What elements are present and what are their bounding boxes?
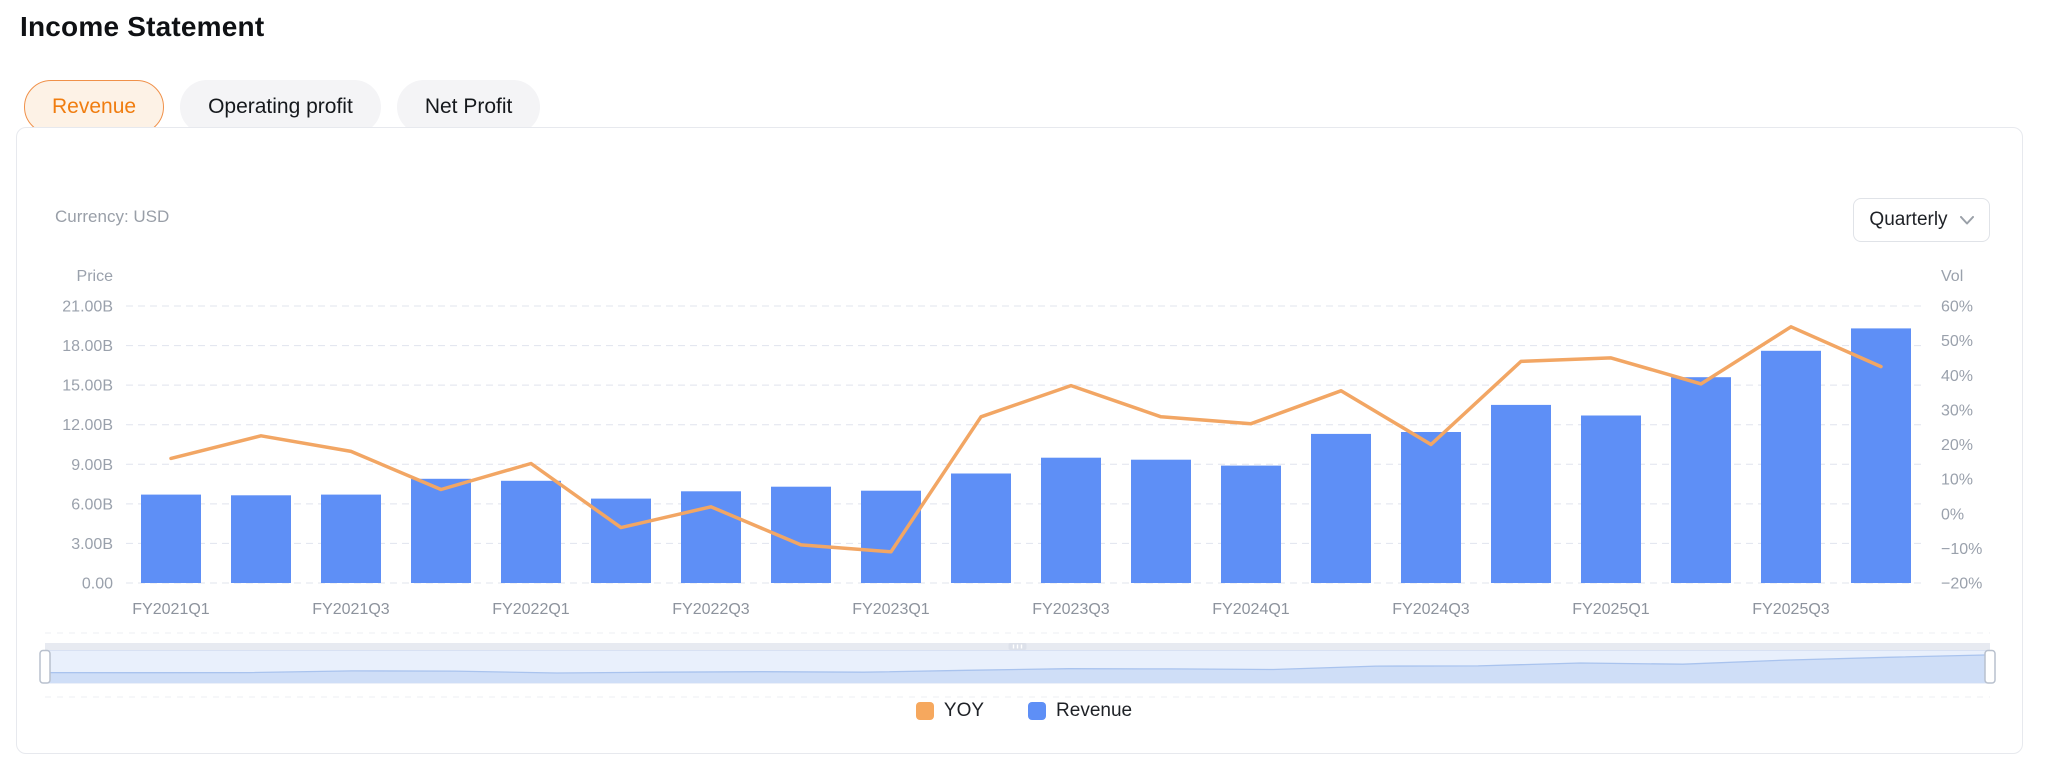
x-axis-label: FY2021Q1 bbox=[132, 601, 209, 618]
tab-revenue[interactable]: Revenue bbox=[24, 80, 165, 134]
x-axis-label: FY2022Q3 bbox=[672, 601, 749, 618]
legend-label: Revenue bbox=[1056, 700, 1133, 721]
revenue-bar-FY2021Q2[interactable] bbox=[231, 495, 291, 583]
x-axis-label: FY2025Q1 bbox=[1572, 601, 1649, 618]
revenue-bar-FY2021Q3[interactable] bbox=[321, 494, 381, 583]
y-axis-tick-right: 0% bbox=[1941, 506, 1964, 523]
y-axis-tick-right: 40% bbox=[1941, 368, 1973, 385]
legend-label: YOY bbox=[943, 700, 985, 721]
right-axis-name: Vol bbox=[1941, 268, 1963, 285]
yoy-line[interactable] bbox=[169, 325, 1883, 554]
y-axis-tick-right: 30% bbox=[1941, 402, 1973, 419]
chart-legend: YOY Revenue bbox=[0, 700, 2048, 722]
y-axis-tick-left: 15.00B bbox=[62, 378, 113, 395]
y-axis-tick-left: 9.00B bbox=[71, 457, 113, 474]
chevron-down-icon bbox=[1959, 215, 1974, 224]
y-axis-tick-left: 21.00B bbox=[62, 299, 113, 316]
legend-swatch-revenue bbox=[1028, 702, 1047, 720]
revenue-bar-FY2025Q4[interactable] bbox=[1851, 328, 1911, 583]
revenue-bar-FY2025Q2[interactable] bbox=[1671, 377, 1731, 583]
y-axis-tick-right: 50% bbox=[1941, 333, 1973, 350]
x-axis-label: FY2024Q3 bbox=[1392, 601, 1469, 618]
datazoom-area bbox=[45, 654, 1990, 683]
datazoom-handle-right[interactable] bbox=[1984, 649, 1996, 684]
revenue-bar-FY2021Q4[interactable] bbox=[411, 478, 471, 583]
y-axis-tick-right: 20% bbox=[1941, 437, 1973, 454]
legend-swatch-yoy bbox=[915, 702, 934, 720]
legend-item-yoy[interactable]: YOY bbox=[915, 700, 985, 722]
y-axis-tick-right: −20% bbox=[1941, 576, 1982, 593]
y-axis-tick-left: 12.00B bbox=[62, 417, 113, 434]
y-axis-tick-left: 3.00B bbox=[71, 536, 113, 553]
x-axis-label: FY2021Q3 bbox=[312, 601, 389, 618]
revenue-bar-FY2023Q4[interactable] bbox=[1131, 459, 1191, 583]
revenue-bar-FY2024Q2[interactable] bbox=[1311, 433, 1371, 583]
legend-item-revenue[interactable]: Revenue bbox=[1028, 700, 1132, 722]
x-axis-label: FY2023Q3 bbox=[1032, 601, 1109, 618]
revenue-bar-FY2024Q1[interactable] bbox=[1221, 465, 1281, 583]
revenue-bar-FY2025Q3[interactable] bbox=[1761, 350, 1821, 583]
x-axis-label: FY2025Q3 bbox=[1752, 601, 1829, 618]
datazoom-handle-left[interactable] bbox=[39, 649, 51, 684]
revenue-bar-FY2025Q1[interactable] bbox=[1581, 415, 1641, 584]
revenue-bar-FY2022Q1[interactable] bbox=[501, 480, 561, 583]
y-axis-tick-left: 18.00B bbox=[62, 338, 113, 355]
period-select-value: Quarterly bbox=[1869, 209, 1948, 230]
x-axis-label: FY2023Q1 bbox=[852, 601, 929, 618]
revenue-bar-FY2023Q3[interactable] bbox=[1041, 457, 1101, 583]
revenue-bar-FY2023Q1[interactable] bbox=[861, 490, 921, 583]
page-title: Income Statement bbox=[20, 11, 265, 42]
datazoom-area-line bbox=[44, 654, 1991, 674]
tab-net-profit[interactable]: Net Profit bbox=[396, 80, 541, 134]
left-axis-name: Price bbox=[77, 268, 114, 285]
y-axis-tick-left: 6.00B bbox=[71, 496, 113, 513]
period-select[interactable]: Quarterly bbox=[1853, 198, 1990, 242]
revenue-bar-FY2024Q3[interactable] bbox=[1401, 432, 1461, 583]
y-axis-tick-right: 10% bbox=[1941, 472, 1973, 489]
x-axis-label: FY2024Q1 bbox=[1212, 601, 1289, 618]
x-axis-label: FY2022Q1 bbox=[492, 601, 569, 618]
revenue-bar-FY2021Q1[interactable] bbox=[141, 494, 201, 583]
metric-tabs: Revenue Operating profit Net Profit bbox=[24, 80, 541, 134]
revenue-bar-FY2024Q4[interactable] bbox=[1491, 404, 1551, 583]
y-axis-tick-right: −10% bbox=[1941, 541, 1982, 558]
y-axis-tick-left: 0.00 bbox=[82, 576, 113, 593]
revenue-bar-FY2023Q2[interactable] bbox=[951, 473, 1011, 584]
currency-label: Currency: USD bbox=[55, 207, 170, 226]
tab-operating-profit[interactable]: Operating profit bbox=[180, 80, 381, 134]
y-axis-tick-right: 60% bbox=[1941, 299, 1973, 316]
